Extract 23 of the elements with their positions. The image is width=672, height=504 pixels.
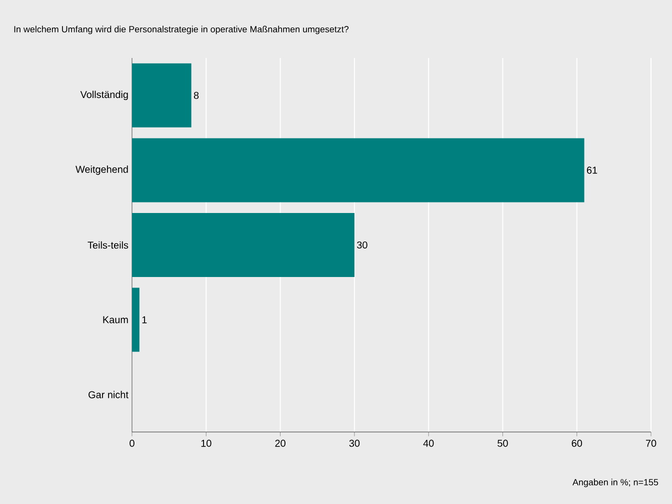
text: Angaben in %; n=155 (572, 478, 658, 488)
bar (132, 212, 354, 277)
chart-title: In welchem Umfang wird die Personalstrategie in operative Maßnahmen umgesetzt? (14, 26, 349, 34)
bar (132, 288, 140, 352)
y-tick-label: Vollständig (80, 90, 128, 100)
data-label: 30 (357, 241, 368, 249)
x-tick-label: 20 (275, 440, 286, 447)
x-tick-label: 0 (130, 440, 134, 447)
y-tick-label: Kaum (103, 316, 128, 324)
x-tick-label: 30 (349, 440, 360, 447)
y-tick-label: Teils-teils (88, 241, 128, 249)
data-label: 1 (142, 316, 147, 324)
x-tick-label: 40 (423, 440, 434, 447)
x-tick-label: 10 (201, 440, 212, 447)
data-label: 61 (586, 166, 598, 174)
data-label: 8 (194, 92, 199, 99)
bar (132, 138, 584, 202)
x-tick-label: 60 (572, 440, 582, 447)
bar (132, 63, 192, 128)
y-tick-label: Gar nicht (88, 390, 128, 398)
y-tick-label: Weitgehend (76, 166, 128, 175)
x-tick-label: 70 (646, 440, 656, 447)
x-tick-label: 50 (498, 440, 508, 447)
